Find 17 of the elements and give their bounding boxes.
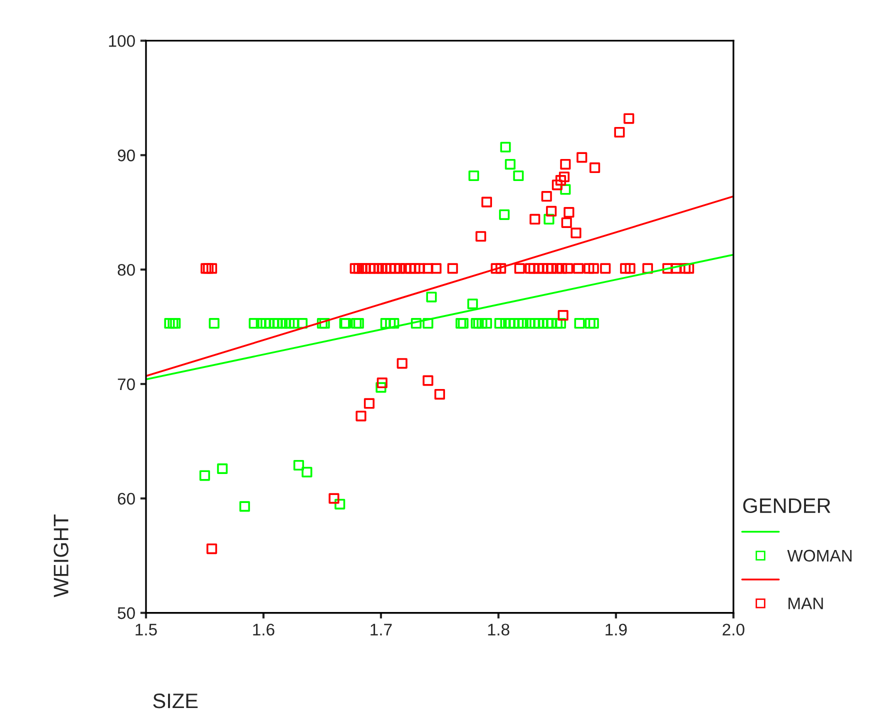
legend-label: MAN: [788, 598, 823, 610]
legend-label: WOMAN: [787, 550, 852, 562]
legend-title: GENDER: [743, 498, 830, 514]
x-tick-label: 2.0: [722, 624, 744, 636]
y-tick-label: 50: [118, 607, 135, 620]
y-tick-label: 80: [118, 264, 135, 276]
x-tick-label: 1.8: [488, 624, 510, 636]
y-tick-label: 70: [118, 378, 135, 390]
x-tick-label: 1.5: [136, 624, 157, 636]
y-axis-title: WEIGHT: [54, 514, 68, 598]
y-tick-label: 60: [118, 492, 135, 505]
x-tick-label: 1.7: [370, 624, 392, 636]
x-tick-label: 1.6: [253, 624, 274, 636]
x-axis-title: SIZE: [153, 694, 198, 708]
x-tick-label: 1.9: [606, 624, 627, 636]
y-tick-label: 90: [118, 150, 135, 162]
y-tick-label: 100: [109, 35, 135, 47]
